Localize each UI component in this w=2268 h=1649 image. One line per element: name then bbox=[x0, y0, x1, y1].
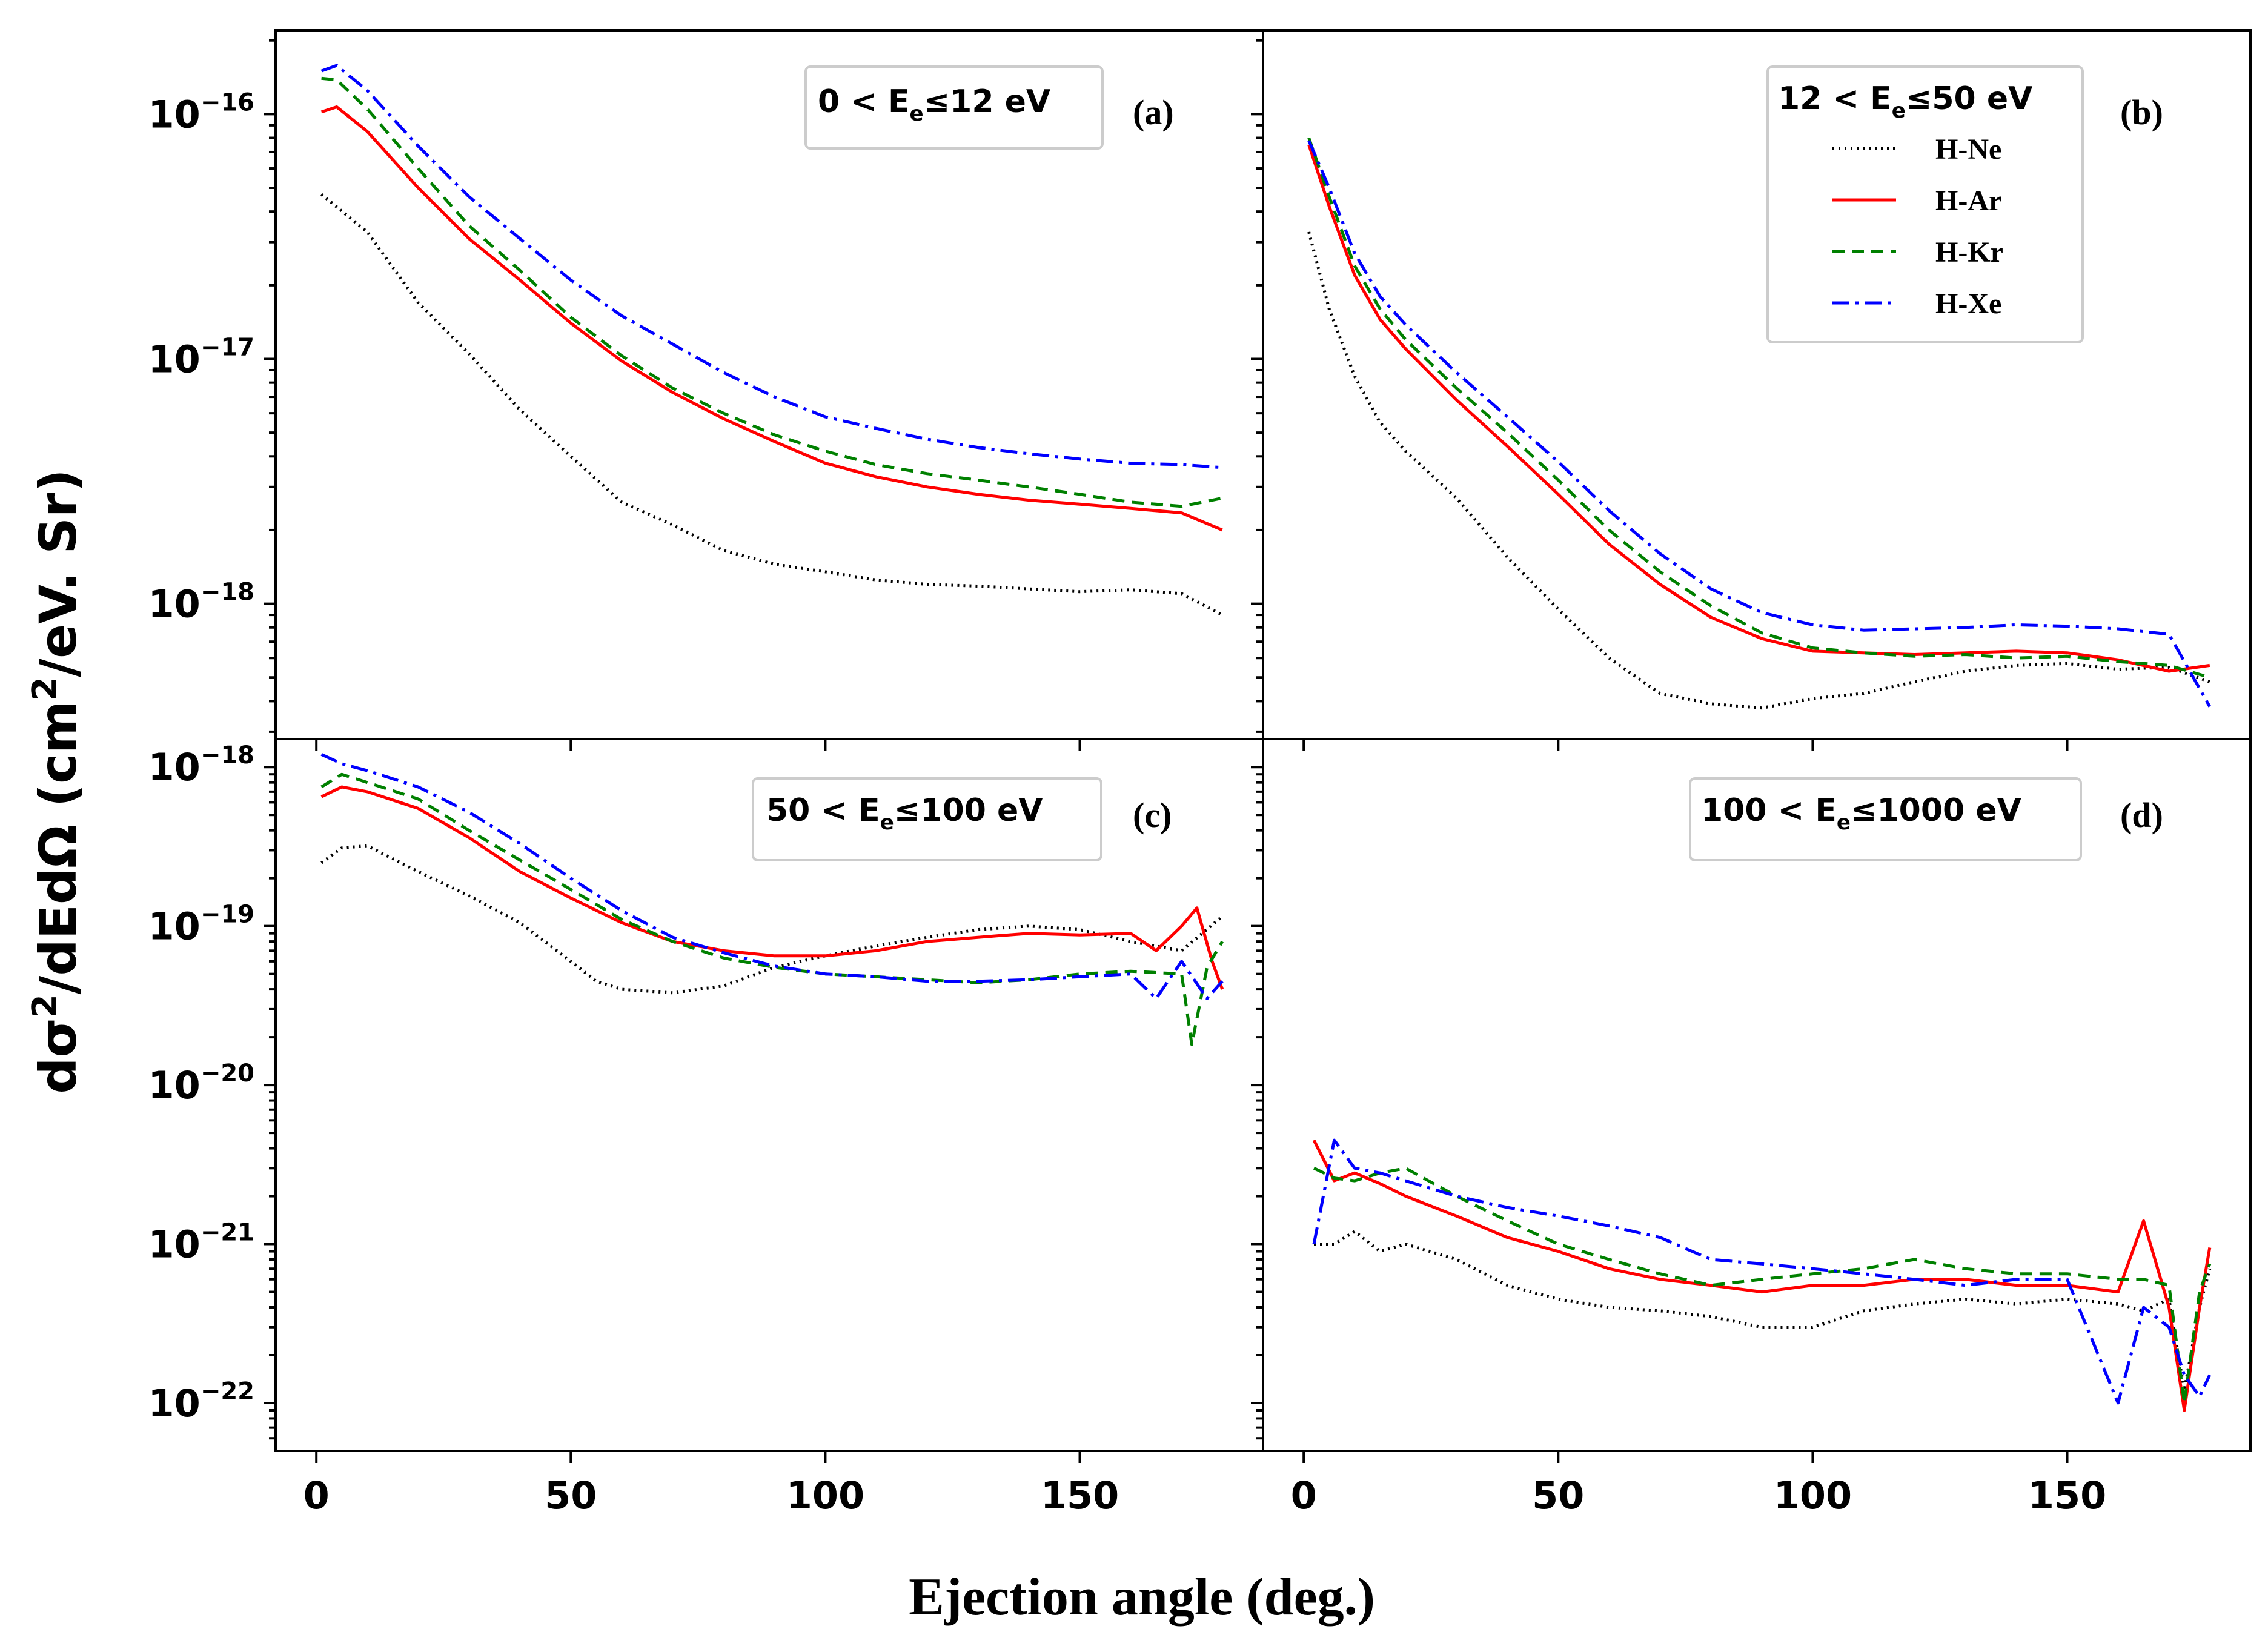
series-h-kr bbox=[1307, 137, 2210, 679]
x-tick-label: 50 bbox=[545, 1473, 597, 1518]
legend-label-kr: H-Kr bbox=[1935, 236, 2003, 268]
series-h-xe bbox=[320, 753, 1224, 1000]
x-tick-label: 0 bbox=[303, 1473, 330, 1518]
panel-d: 0 50 100 150 bbox=[1251, 766, 2212, 1518]
energy-label-a: 0 < Ee≤12 eV bbox=[818, 84, 1050, 126]
energy-label-d: 100 < Ee≤1000 eV bbox=[1701, 792, 2021, 835]
energy-box-c: 50 < Ee≤100 eV bbox=[752, 777, 1102, 861]
panel-tag-d: (d) bbox=[2120, 795, 2163, 835]
series-h-xe bbox=[1312, 1138, 2212, 1405]
series-h-xe bbox=[1307, 140, 2211, 708]
series-h-ne bbox=[320, 193, 1223, 617]
panel-b bbox=[1251, 39, 2211, 751]
series-h-ar bbox=[1312, 1139, 2212, 1412]
x-tick-label: 0 bbox=[1291, 1473, 1317, 1518]
series-h-xe bbox=[320, 64, 1222, 469]
legend-label-xe: H-Xe bbox=[1935, 288, 2001, 320]
panel-tag-c: (c) bbox=[1133, 795, 1172, 835]
frame-d bbox=[1262, 738, 2252, 1452]
x-tick-label: 100 bbox=[786, 1473, 864, 1518]
series-h-ar bbox=[320, 785, 1224, 990]
energy-box-d: 100 < Ee≤1000 eV bbox=[1689, 777, 2082, 861]
energy-label-b: 12 < Ee≤50 eV bbox=[1778, 81, 2032, 123]
x-axis-title: Ejection angle (deg.) bbox=[909, 1568, 1375, 1627]
legend-label-ne: H-Ne bbox=[1935, 133, 2001, 165]
y-axis-title: dσ2/dEdΩ (cm2/eV. Sr) bbox=[25, 469, 88, 1094]
x-tick-label: 100 bbox=[1774, 1473, 1852, 1518]
series-h-ar bbox=[320, 105, 1223, 532]
legend: 12 < Ee≤50 eV H-Ne H-Ar H-Kr H-Xe bbox=[1766, 65, 2084, 343]
panel-tag-a: (a) bbox=[1133, 93, 1174, 132]
series-h-ne bbox=[1314, 1230, 2212, 1392]
energy-label-c: 50 < Ee≤100 eV bbox=[766, 792, 1043, 835]
x-tick-label: 50 bbox=[1532, 1473, 1584, 1518]
series-h-ar bbox=[1307, 144, 2210, 673]
panel-tag-b: (b) bbox=[2120, 93, 2163, 132]
x-tick-label: 150 bbox=[1041, 1473, 1119, 1518]
energy-box-a: 0 < Ee≤12 eV bbox=[804, 65, 1104, 150]
panel-frames bbox=[274, 29, 2252, 1452]
x-tick-label: 150 bbox=[2028, 1473, 2106, 1518]
series-h-kr bbox=[1313, 1166, 2212, 1405]
legend-label-ar: H-Ar bbox=[1935, 185, 2001, 217]
